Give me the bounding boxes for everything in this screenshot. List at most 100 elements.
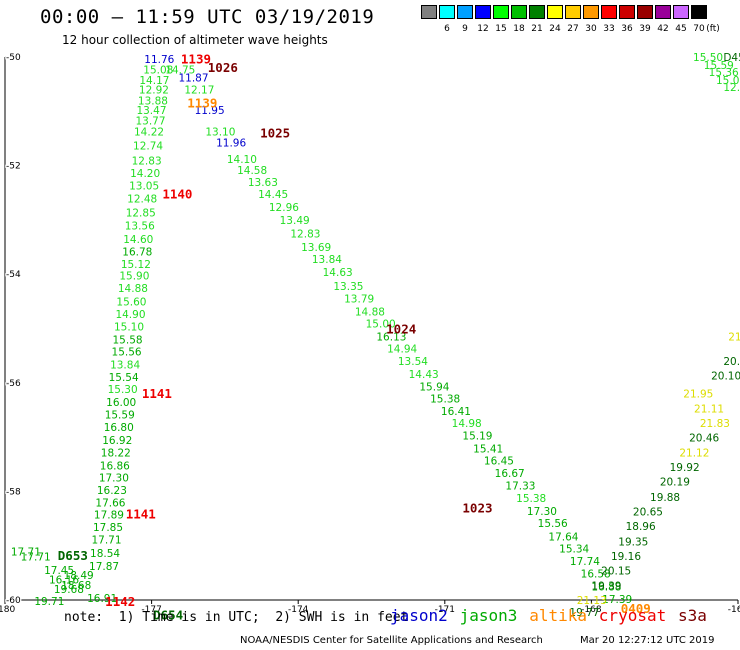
wave-height-value: 19.77: [569, 607, 599, 619]
scale-swatch: [619, 5, 635, 19]
pass-time-label: 1023: [462, 501, 492, 516]
scale-swatch: [547, 5, 563, 19]
wave-height-value: 16.78: [122, 246, 152, 258]
wave-height-value: 15.30: [108, 384, 138, 396]
wave-height-value: 14.98: [452, 418, 482, 430]
wave-height-value: 15.08: [143, 64, 173, 76]
wave-height-value: 18.54: [90, 548, 120, 560]
wave-height-value: 13.84: [312, 254, 342, 266]
scale-label: 9: [462, 24, 468, 34]
wave-height-value: 14.22: [134, 126, 164, 138]
wave-height-value: 17.33: [505, 480, 535, 492]
wave-height-value: 14.20: [130, 168, 160, 180]
scale-label: 33: [603, 24, 615, 34]
wave-height-value: 20.15: [601, 566, 631, 578]
scale-swatch: [691, 5, 707, 19]
wave-height-value: 18.22: [101, 447, 131, 459]
scale-swatch: [457, 5, 473, 19]
wave-height-value: 21.06: [728, 332, 740, 344]
footer-note: note: 1) Time is in UTC; 2) SWH is in fe…: [64, 610, 409, 625]
wave-height-value: 13.10: [205, 126, 235, 138]
pass-time-label: 1142: [105, 594, 135, 609]
wave-height-value: 19.68: [54, 584, 84, 596]
satellite-altika: altika: [529, 606, 587, 625]
lat-tick-label: -52: [6, 162, 21, 172]
page-subtitle: 12 hour collection of altimeter wave hei…: [62, 33, 328, 47]
scale-label: 45: [675, 24, 687, 34]
wave-height-value: 16.23: [97, 485, 127, 497]
wave-height-value: 16.92: [102, 435, 132, 447]
credit-text: NOAA/NESDIS Center for Satellite Applica…: [240, 635, 543, 646]
lon-tick-label: -177: [141, 605, 161, 615]
wave-height-value: 20.61: [723, 356, 740, 368]
wave-height-value: 14.10: [227, 154, 257, 166]
wave-height-value: 12.74: [133, 141, 163, 153]
wave-height-value: 17.85: [93, 522, 123, 534]
wave-height-value: 21.12: [679, 447, 709, 459]
pass-time-label: D654: [153, 608, 183, 623]
wave-height-value: 18.68: [61, 580, 91, 592]
wave-height-value: 16.88: [591, 581, 621, 593]
lat-tick-label: -56: [6, 379, 21, 389]
pass-time-label: 1139: [181, 52, 211, 67]
wave-height-value: 17.71: [11, 547, 41, 559]
lat-tick-label: -58: [6, 487, 21, 497]
wave-height-value: 15.94: [419, 382, 449, 394]
wave-height-value: 14.45: [258, 189, 288, 201]
scale-swatch: [673, 5, 689, 19]
wave-height-value: 21.95: [683, 389, 713, 401]
wave-height-value: 15.41: [473, 444, 503, 456]
lon-tick-label: -171: [435, 605, 455, 615]
wave-height-value: 15.36: [709, 67, 739, 79]
wave-height-value: 15.10: [114, 321, 144, 333]
pass-time-label: 1024: [386, 322, 416, 337]
wave-height-value: 17.66: [95, 497, 125, 509]
scale-label: 12: [477, 24, 489, 34]
satellite-cryosat: cryosat: [598, 606, 667, 625]
wave-height-value: 15.19: [462, 430, 492, 442]
wave-height-value: 12.83: [132, 156, 162, 168]
pass-time-label: 1141: [142, 386, 172, 401]
wave-height-value: 15.58: [113, 334, 143, 346]
wave-height-value: 13.47: [136, 105, 166, 117]
wave-height-value: 19.39: [591, 580, 621, 592]
wave-height-value: 11.87: [178, 73, 208, 85]
lon-tick-label: -180: [0, 605, 15, 615]
wave-height-value: 11.96: [216, 137, 246, 149]
wave-height-value: 14.60: [123, 234, 153, 246]
wave-height-value: 13.49: [280, 215, 310, 227]
wave-height-value: 17.71: [91, 535, 121, 547]
wave-height-value: 12.83: [290, 228, 320, 240]
wave-height-value: 13.69: [301, 242, 331, 254]
pass-time-label: 1026: [208, 60, 238, 75]
lat-tick-label: -50: [6, 53, 21, 63]
wave-height-value: 15.56: [112, 346, 142, 358]
satellite-jason2: jason2: [390, 606, 448, 625]
wave-height-value: 15.60: [116, 296, 146, 308]
wave-height-value: 14.75: [165, 64, 195, 76]
wave-height-value: 16.45: [484, 455, 514, 467]
wave-height-value: 16.00: [106, 397, 136, 409]
wave-height-value: 15.00: [366, 319, 396, 331]
wave-height-value: 12.85: [126, 207, 156, 219]
wave-height-value: 17.64: [548, 531, 578, 543]
wave-height-value: 20.46: [689, 433, 719, 445]
wave-height-value: 19.71: [34, 596, 64, 608]
wave-height-value: 19.16: [611, 551, 641, 563]
wave-height-value: 16.80: [104, 422, 134, 434]
scale-swatch: [655, 5, 671, 19]
pass-time-label: 1141: [126, 507, 156, 522]
wave-height-value: 15.09: [716, 75, 740, 87]
scale-label: 39: [639, 24, 651, 34]
satellite-s3a: s3a: [678, 606, 707, 625]
page-title: 00:00 – 11:59 UTC 03/19/2019: [40, 6, 375, 28]
wave-height-value: 12.48: [127, 194, 157, 206]
wave-height-value: 14.63: [323, 267, 353, 279]
satellite-jason3: jason3: [459, 606, 518, 625]
wave-height-value: 16.16: [49, 574, 79, 586]
wave-height-value: 15.59: [105, 409, 135, 421]
wave-height-value: 14.90: [115, 309, 145, 321]
wave-height-value: 19.35: [618, 536, 648, 548]
scale-swatch: [601, 5, 617, 19]
wave-height-value: 16.58: [581, 568, 611, 580]
